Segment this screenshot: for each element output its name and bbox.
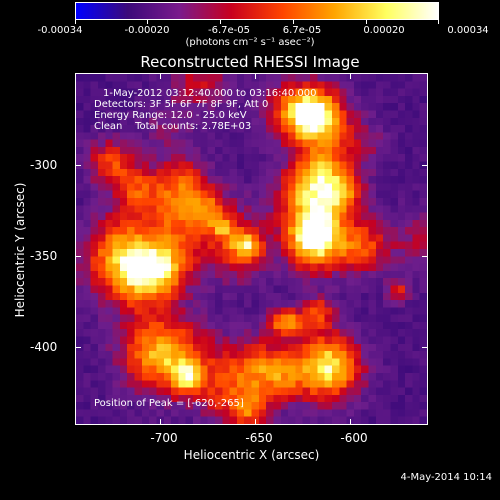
colorbar-tick-label: 6.7e-05 bbox=[282, 25, 322, 36]
annotation-peak: Position of Peak = [-620,-265] bbox=[94, 398, 244, 409]
y-tick-label: -350 bbox=[30, 249, 58, 263]
colorbar bbox=[75, 2, 439, 20]
colorbar-units: (photons cm⁻² s⁻¹ asec⁻²) bbox=[185, 37, 315, 48]
annotation-energy-range: Energy Range: 12.0 - 25.0 keV bbox=[94, 110, 247, 121]
colorbar-tick-label: 0.00034 bbox=[447, 25, 489, 36]
image-title: Reconstructed RHESSI Image bbox=[140, 53, 360, 71]
date-stamp: 4-May-2014 10:14 bbox=[400, 472, 492, 483]
colorbar-tick-label: -0.00034 bbox=[37, 25, 83, 36]
x-tick-label: -650 bbox=[245, 431, 273, 445]
colorbar-tick-label: -6.7e-05 bbox=[208, 25, 250, 36]
colorbar-tick-label: -0.00020 bbox=[124, 25, 170, 36]
annotation-detectors: Detectors: 3F 5F 6F 7F 8F 9F, Att 0 bbox=[94, 99, 269, 110]
annotation-time-range: 1-May-2012 03:12:40.000 to 03:16:40.000 bbox=[103, 88, 317, 99]
x-tick-label: -600 bbox=[340, 431, 368, 445]
annotation-clean: Clean Total counts: 2.78E+03 bbox=[94, 121, 252, 132]
plot-frame: 1-May-2012 03:12:40.000 to 03:16:40.000 … bbox=[75, 73, 428, 425]
y-tick-label: -300 bbox=[30, 158, 58, 172]
y-axis-label: Heliocentric Y (arcsec) bbox=[13, 182, 27, 318]
y-tick-label: -400 bbox=[30, 340, 58, 354]
x-tick-label: -700 bbox=[150, 431, 178, 445]
rhessi-heatmap bbox=[76, 74, 427, 424]
x-axis-label: Heliocentric X (arcsec) bbox=[183, 448, 320, 462]
colorbar-tick-label: 0.00020 bbox=[363, 25, 405, 36]
